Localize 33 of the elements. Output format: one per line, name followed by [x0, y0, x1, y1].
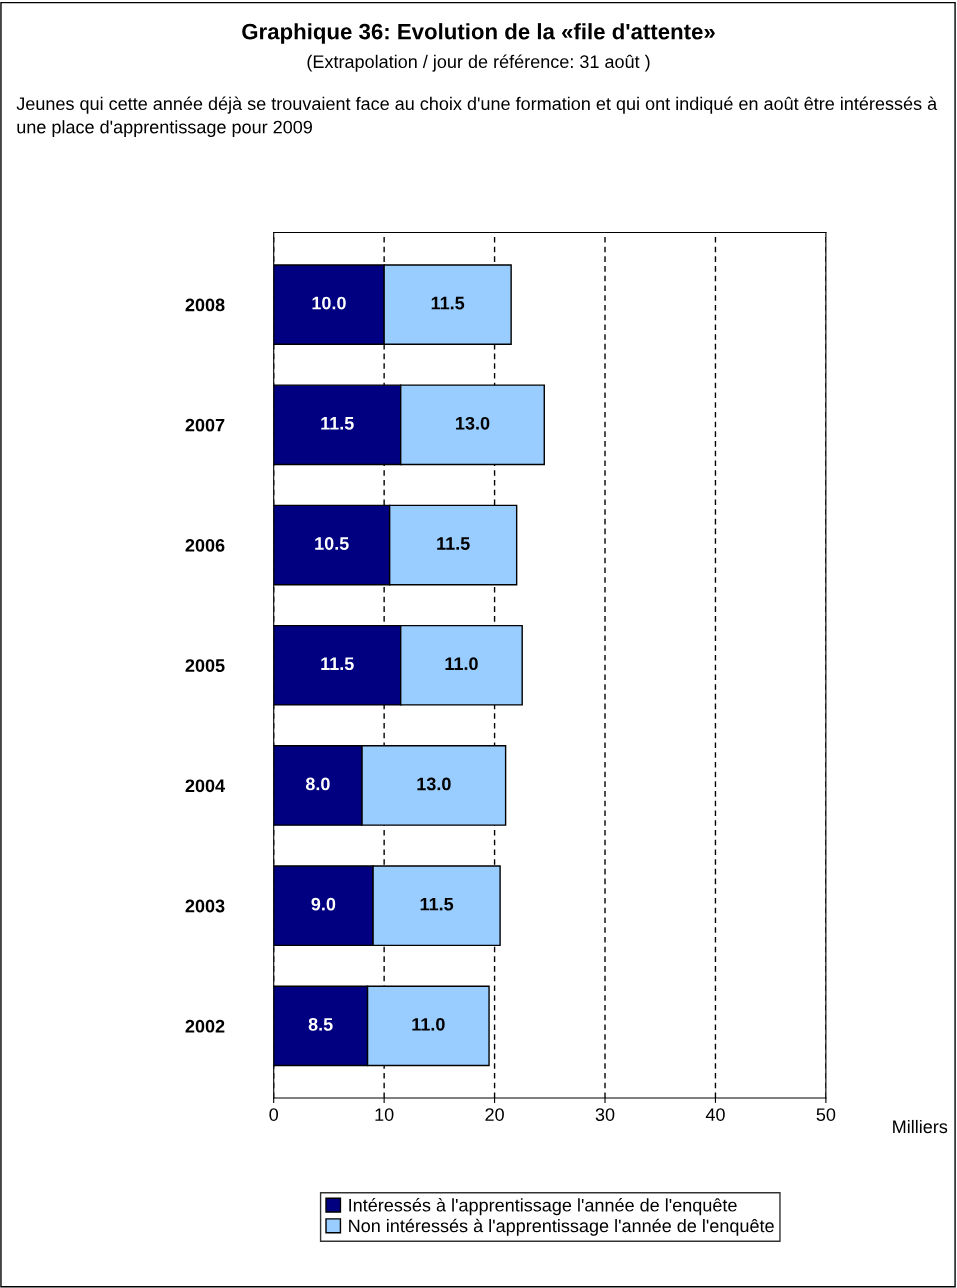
x-tick-label: 20	[485, 1108, 504, 1121]
data-label: 11.5	[321, 417, 354, 430]
x-tick-label: 0	[269, 1108, 279, 1121]
y-tick-label: 2008	[185, 298, 225, 312]
text: Jeunes qui cette année déjà se trouvaient face au choix d'une formation et qui ont indiqué en août être intéressés à une place d'apprentissage pour 2009	[16, 96, 938, 138]
y-tick-label: 2004	[185, 779, 225, 793]
y-tick-label: 2003	[185, 899, 225, 913]
chart-subtitle: (Extrapolation / jour de référence: 31 août )	[307, 54, 650, 72]
data-label: 13.0	[417, 777, 451, 791]
data-label: 11.0	[412, 1017, 445, 1031]
data-label: 8.5	[308, 1017, 333, 1031]
data-label: 11.5	[321, 657, 354, 671]
data-label: 13.0	[456, 416, 490, 430]
x-axis-title: Milliers	[893, 1119, 948, 1134]
data-label: 8.0	[305, 777, 330, 791]
y-tick-label: 2002	[185, 1019, 225, 1033]
y-tick-label: 2005	[185, 659, 225, 672]
data-label: 11.5	[437, 537, 470, 550]
data-label: 11.5	[431, 296, 465, 310]
x-tick-label: 30	[595, 1108, 615, 1121]
legend-label: Non intéressés à l'apprentissage l'année de l'enquête	[349, 1218, 774, 1236]
data-label: 10.5	[315, 537, 349, 550]
x-tick-label: 10	[375, 1108, 394, 1121]
data-label: 11.5	[420, 897, 454, 911]
y-tick-label: 2006	[185, 538, 225, 552]
legend-label: Intéressés à l'apprentissage l'année de l'enquête	[349, 1198, 737, 1216]
data-label: 9.0	[311, 897, 336, 911]
x-tick-label: 50	[816, 1108, 836, 1121]
data-label: 11.0	[445, 657, 478, 671]
x-tick-label: 40	[705, 1108, 725, 1121]
data-label: 10.0	[312, 296, 346, 310]
y-tick-label: 2007	[185, 418, 225, 432]
chart-title: Graphique 36: Evolution de la «file d'attente»	[242, 23, 715, 44]
